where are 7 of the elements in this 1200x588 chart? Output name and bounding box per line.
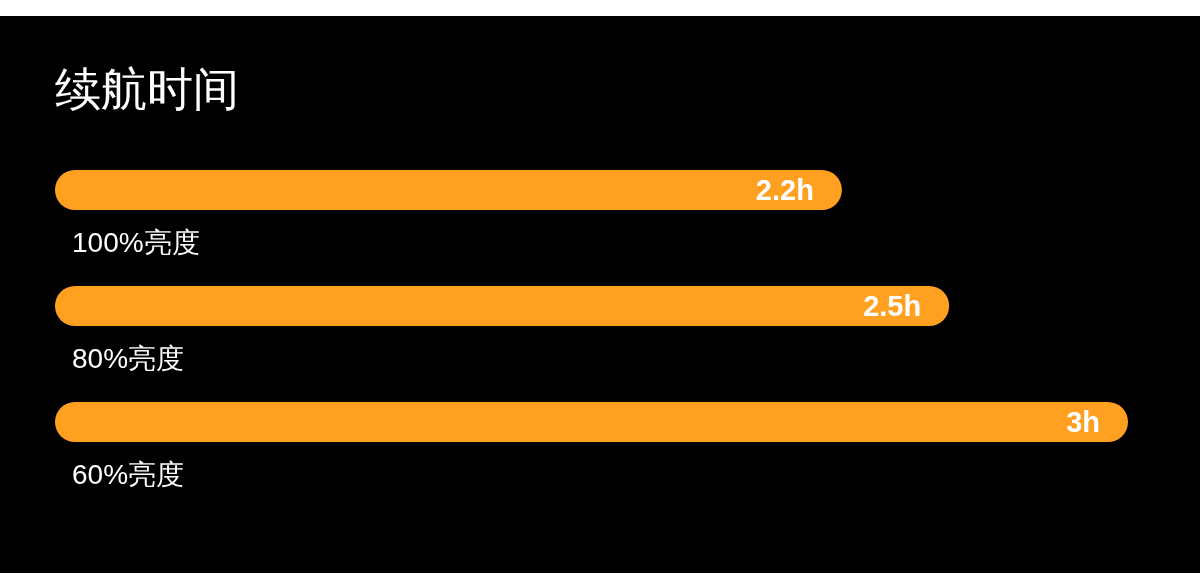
data-label: 2.2h [755,174,814,206]
data-label: 2.5h [863,290,922,322]
chart-title: 续航时间 [55,63,239,115]
y-tick-label: 60%亮度 [72,459,185,490]
y-tick-label: 80%亮度 [72,343,185,374]
y-tick-label: 100%亮度 [72,227,200,258]
data-label: 3h [1066,406,1100,438]
